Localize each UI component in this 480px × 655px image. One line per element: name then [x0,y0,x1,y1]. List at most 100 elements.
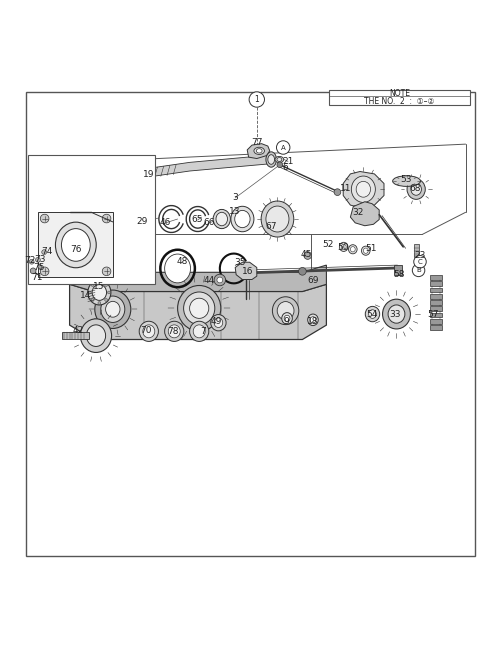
Circle shape [412,264,425,276]
Circle shape [102,214,111,223]
Ellipse shape [383,299,410,329]
Ellipse shape [190,321,209,341]
Ellipse shape [231,206,254,232]
Text: 23: 23 [414,250,426,259]
Bar [394,265,402,275]
Text: 52: 52 [322,240,334,250]
Text: 45: 45 [300,250,312,259]
Circle shape [105,299,108,301]
Polygon shape [38,212,113,277]
Bar [430,325,442,330]
Text: 1: 1 [254,95,259,104]
Circle shape [299,267,306,275]
Ellipse shape [213,210,230,229]
Ellipse shape [282,312,292,324]
Text: 21: 21 [282,157,294,166]
Text: 72: 72 [24,256,36,265]
Text: 57: 57 [428,310,439,319]
Circle shape [29,259,34,264]
Bar [430,288,442,293]
Text: 76: 76 [70,245,82,253]
Polygon shape [350,202,379,226]
Bar [430,275,442,280]
Ellipse shape [393,176,420,187]
Polygon shape [70,265,326,291]
Circle shape [98,301,101,305]
Ellipse shape [235,210,250,228]
Circle shape [98,280,101,284]
Ellipse shape [341,244,346,250]
Text: 51: 51 [365,244,376,253]
Text: 48: 48 [177,257,188,266]
Ellipse shape [183,292,215,325]
Text: 9: 9 [284,317,289,326]
Ellipse shape [81,319,111,352]
Text: 11: 11 [340,184,351,193]
Text: 14: 14 [80,291,91,300]
Text: 66: 66 [203,218,215,227]
Text: 46: 46 [160,218,171,227]
Ellipse shape [356,181,371,197]
Text: 58: 58 [394,270,405,279]
Text: 29: 29 [136,217,147,227]
Ellipse shape [254,147,264,155]
Text: 32: 32 [352,208,363,217]
Circle shape [214,274,226,286]
Bar [28,155,155,284]
Ellipse shape [261,201,294,237]
Ellipse shape [407,179,425,199]
Polygon shape [235,262,257,280]
Ellipse shape [256,149,262,153]
Text: 67: 67 [265,222,277,231]
Text: B: B [416,267,421,273]
Text: 78: 78 [167,327,179,336]
Ellipse shape [92,284,107,301]
Bar [430,319,442,324]
Text: 49: 49 [210,317,222,326]
Text: 16: 16 [242,267,253,276]
Ellipse shape [216,212,228,226]
Text: 68: 68 [409,184,421,193]
Circle shape [91,284,94,286]
Text: 35: 35 [234,258,246,267]
Ellipse shape [277,158,282,161]
Text: 19: 19 [143,170,155,179]
Ellipse shape [351,176,375,202]
Polygon shape [70,284,326,339]
Text: 53: 53 [400,175,411,184]
Bar [430,300,442,305]
Text: 44: 44 [203,276,215,286]
Ellipse shape [284,315,290,322]
Bar [414,244,419,257]
Circle shape [105,284,108,286]
Ellipse shape [361,246,370,255]
Circle shape [30,268,36,274]
Ellipse shape [165,321,184,341]
Ellipse shape [211,314,226,331]
Ellipse shape [95,290,131,328]
Text: 69: 69 [307,276,319,285]
Ellipse shape [165,254,191,283]
Circle shape [88,291,91,294]
Ellipse shape [363,248,368,253]
Circle shape [304,252,312,259]
Ellipse shape [275,157,284,162]
Text: THE NO.  2  :  ①–②: THE NO. 2 : ①–② [364,97,435,106]
Circle shape [276,141,290,154]
Ellipse shape [106,301,120,317]
Text: 77: 77 [251,138,263,147]
Bar [430,294,442,299]
Bar [329,90,470,105]
Circle shape [40,214,49,223]
Ellipse shape [88,280,111,305]
Polygon shape [343,172,384,208]
Text: 65: 65 [191,215,203,225]
Ellipse shape [178,286,221,331]
Circle shape [414,255,426,268]
Polygon shape [63,155,270,189]
Ellipse shape [308,314,318,326]
Text: 50: 50 [337,243,349,252]
Ellipse shape [143,325,155,338]
Text: 18: 18 [307,317,319,326]
Ellipse shape [55,222,96,268]
